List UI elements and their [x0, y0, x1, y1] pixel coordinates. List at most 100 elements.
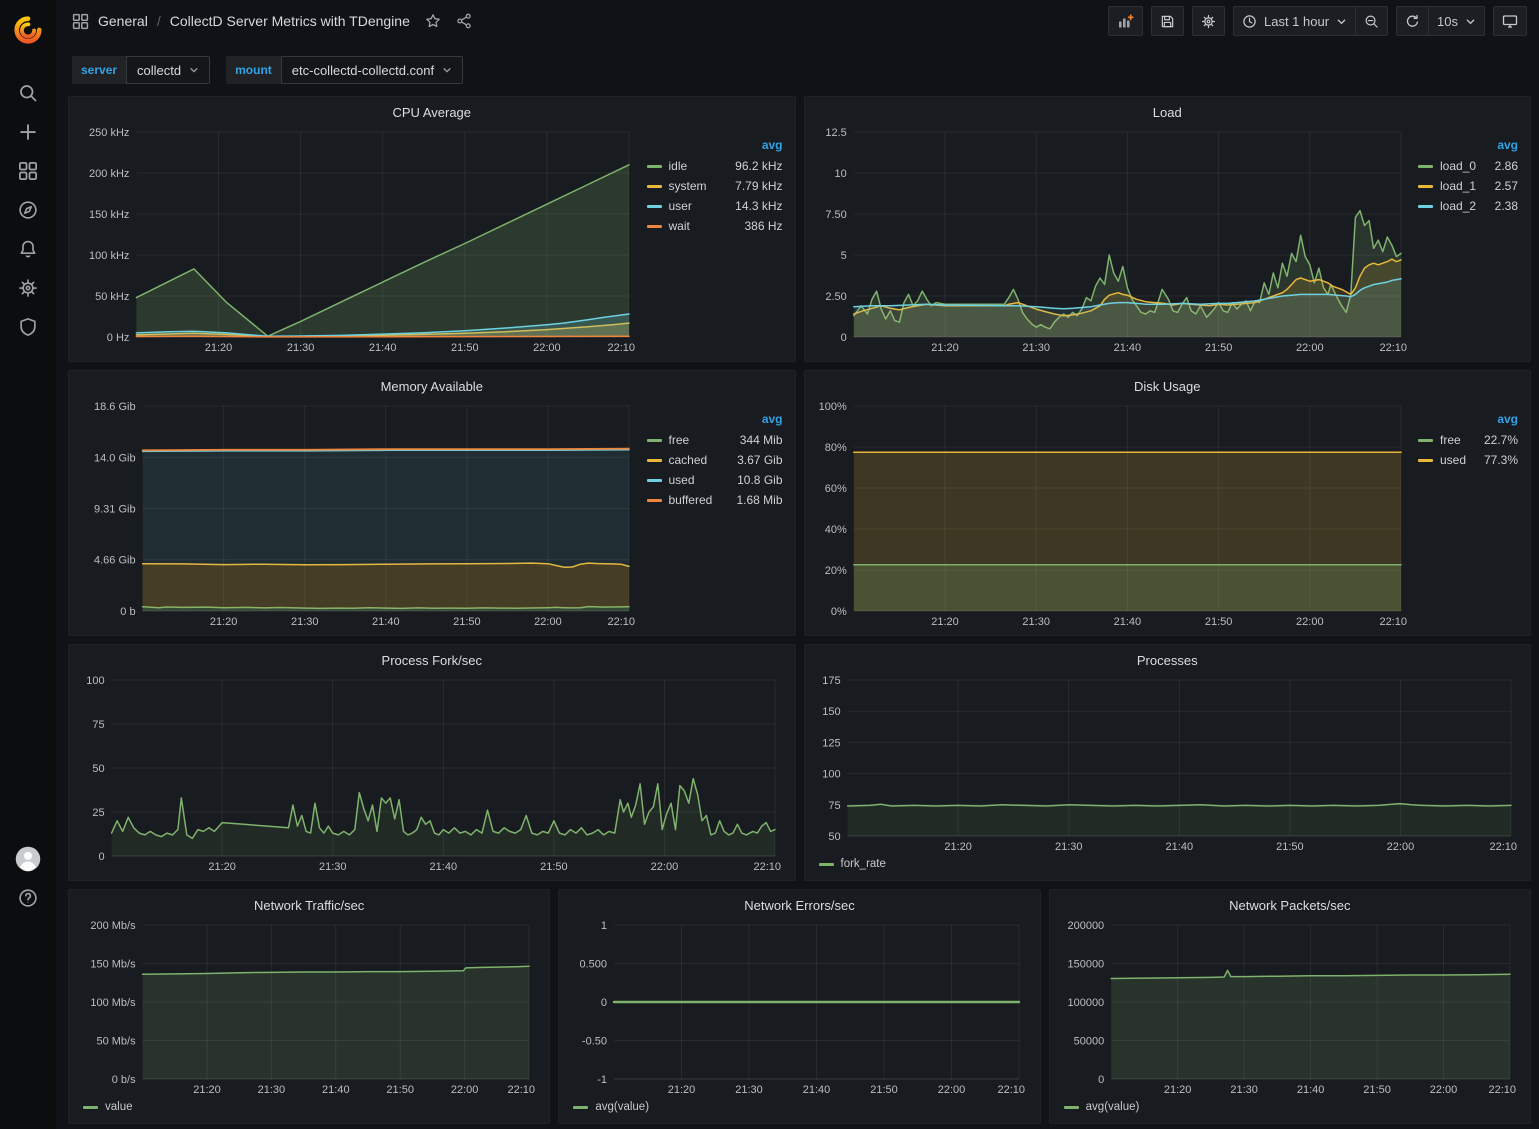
chart-svg[interactable]: 0 b4.66 Gib9.31 Gib14.0 Gib18.6 Gib21:20… [79, 396, 639, 629]
legend-item-free[interactable]: free344 Mib [647, 430, 783, 450]
profile-avatar[interactable] [8, 839, 48, 878]
share-icon[interactable] [456, 13, 472, 29]
svg-text:-1: -1 [598, 1074, 608, 1086]
dashboard-grid-icon[interactable] [72, 13, 89, 30]
add-panel-button[interactable] [1108, 6, 1143, 36]
chart-svg[interactable]: 507510012515017521:2021:3021:4021:5022:0… [815, 670, 1521, 854]
svg-text:40%: 40% [824, 524, 846, 536]
dashboard-settings-button[interactable] [1192, 6, 1225, 36]
svg-text:22:00: 22:00 [651, 861, 679, 873]
svg-text:100000: 100000 [1067, 997, 1104, 1009]
legend-item-system[interactable]: system7.79 kHz [647, 176, 783, 196]
breadcrumb-separator: / [157, 13, 161, 29]
create-plus-icon[interactable] [8, 112, 48, 151]
series-color-dash [1064, 1106, 1079, 1109]
legend-item-load_2[interactable]: load_22.38 [1418, 196, 1518, 216]
legend-item-free[interactable]: free22.7% [1418, 430, 1518, 450]
server-admin-shield-icon[interactable] [8, 307, 48, 346]
series-color-dash [647, 459, 662, 462]
alerting-bell-icon[interactable] [8, 229, 48, 268]
search-icon[interactable] [8, 73, 48, 112]
chart-svg[interactable]: 0 b/s50 Mb/s100 Mb/s150 Mb/s200 Mb/s21:2… [79, 915, 539, 1097]
svg-text:50000: 50000 [1073, 1036, 1104, 1048]
legend-series-name: free [669, 433, 690, 447]
legend[interactable]: avg(value) [1060, 1097, 1520, 1117]
svg-text:150000: 150000 [1067, 959, 1104, 971]
network-traffic-chart[interactable]: 0 b/s50 Mb/s100 Mb/s150 Mb/s200 Mb/s21:2… [79, 915, 539, 1097]
legend-series-avg: 2.86 [1495, 159, 1518, 173]
svg-text:21:30: 21:30 [319, 861, 347, 873]
svg-text:125: 125 [822, 737, 840, 749]
chart-svg[interactable]: 025507510021:2021:3021:4021:5022:0022:10 [79, 670, 785, 874]
legend-item-wait[interactable]: wait386 Hz [647, 216, 783, 236]
legend-item-user[interactable]: user14.3 kHz [647, 196, 783, 216]
legend-item-load_0[interactable]: load_02.86 [1418, 156, 1518, 176]
star-icon[interactable] [425, 13, 441, 29]
svg-text:22:00: 22:00 [938, 1084, 966, 1096]
dashboards-icon[interactable] [8, 151, 48, 190]
panel-title[interactable]: Process Fork/sec [79, 650, 785, 670]
legend-item-idle[interactable]: idle96.2 kHz [647, 156, 783, 176]
panel-network-traffic: Network Traffic/sec 0 b/s50 Mb/s100 Mb/s… [68, 889, 550, 1124]
panel-title[interactable]: Network Traffic/sec [79, 895, 539, 915]
cpu-average-chart[interactable]: 0 Hz50 kHz100 kHz150 kHz200 kHz250 kHz21… [79, 122, 639, 355]
processes-chart[interactable]: 507510012515017521:2021:3021:4021:5022:0… [815, 670, 1521, 854]
memory-available-chart[interactable]: 0 b4.66 Gib9.31 Gib14.0 Gib18.6 Gib21:20… [79, 396, 639, 629]
svg-text:200 kHz: 200 kHz [89, 168, 129, 180]
legend-series-name: cached [669, 453, 708, 467]
configuration-gear-icon[interactable] [8, 268, 48, 307]
legend[interactable]: value [79, 1097, 539, 1117]
legend-item-load_1[interactable]: load_12.57 [1418, 176, 1518, 196]
svg-text:50: 50 [92, 763, 104, 775]
variable-server-label: server [72, 56, 126, 84]
explore-compass-icon[interactable] [8, 190, 48, 229]
disk-usage-chart[interactable]: 0%20%40%60%80%100%21:2021:3021:4021:5022… [815, 396, 1411, 629]
svg-text:22:10: 22:10 [507, 1084, 535, 1096]
svg-text:22:10: 22:10 [1489, 841, 1517, 853]
refresh-button[interactable] [1396, 6, 1428, 36]
chart-svg[interactable]: 0%20%40%60%80%100%21:2021:3021:4021:5022… [815, 396, 1411, 629]
svg-text:21:30: 21:30 [1054, 841, 1082, 853]
grafana-logo-icon[interactable] [8, 10, 48, 49]
panel-title[interactable]: Disk Usage [815, 376, 1521, 396]
breadcrumb-folder[interactable]: General [98, 13, 148, 29]
chart-svg[interactable]: 0 Hz50 kHz100 kHz150 kHz200 kHz250 kHz21… [79, 122, 639, 355]
legend: avgfree22.7%used77.3% [1410, 396, 1520, 629]
legend-item-buffered[interactable]: buffered1.68 Mib [647, 490, 783, 510]
svg-text:100: 100 [822, 769, 840, 781]
load-chart[interactable]: 02.5057.501012.521:2021:3021:4021:5022:0… [815, 122, 1411, 355]
panel-title[interactable]: Processes [815, 650, 1521, 670]
panel-title[interactable]: Network Packets/sec [1060, 895, 1520, 915]
process-fork-chart[interactable]: 025507510021:2021:3021:4021:5022:0022:10 [79, 670, 785, 874]
panel-title[interactable]: Memory Available [79, 376, 785, 396]
time-range-picker[interactable]: Last 1 hour [1233, 6, 1355, 36]
panel-title[interactable]: Load [815, 102, 1521, 122]
dashboard-title[interactable]: CollectD Server Metrics with TDengine [170, 13, 410, 29]
variables-bar: server collectd mount etc-collectd-colle… [56, 42, 1539, 88]
legend-item-used[interactable]: used77.3% [1418, 450, 1518, 470]
panel-title[interactable]: Network Errors/sec [569, 895, 1029, 915]
svg-text:0 Hz: 0 Hz [107, 332, 130, 344]
chart-svg[interactable]: -1-0.5000.500121:2021:3021:4021:5022:002… [569, 915, 1029, 1097]
legend-item-used[interactable]: used10.8 Gib [647, 470, 783, 490]
legend[interactable]: avg(value) [569, 1097, 1029, 1117]
variable-mount-picker[interactable]: etc-collectd-collectd.conf [281, 56, 463, 84]
chart-svg[interactable]: 05000010000015000020000021:2021:3021:402… [1060, 915, 1520, 1097]
chart-svg[interactable]: 02.5057.501012.521:2021:3021:4021:5022:0… [815, 122, 1411, 355]
cycle-view-mode-button[interactable] [1493, 6, 1527, 36]
svg-text:21:50: 21:50 [453, 616, 481, 628]
svg-text:100 kHz: 100 kHz [89, 250, 129, 262]
panel-title[interactable]: CPU Average [79, 102, 785, 122]
legend-item-cached[interactable]: cached3.67 Gib [647, 450, 783, 470]
zoom-out-button[interactable] [1355, 6, 1388, 36]
variable-server-picker[interactable]: collectd [126, 56, 210, 84]
svg-text:250 kHz: 250 kHz [89, 127, 129, 139]
legend[interactable]: fork_rate [815, 854, 1521, 874]
network-packets-chart[interactable]: 05000010000015000020000021:2021:3021:402… [1060, 915, 1520, 1097]
svg-text:0: 0 [840, 332, 846, 344]
legend-series-avg: 7.79 kHz [735, 179, 782, 193]
help-icon[interactable] [8, 878, 48, 917]
save-dashboard-button[interactable] [1151, 6, 1184, 36]
refresh-interval-picker[interactable]: 10s [1428, 6, 1485, 36]
network-errors-chart[interactable]: -1-0.5000.500121:2021:3021:4021:5022:002… [569, 915, 1029, 1097]
